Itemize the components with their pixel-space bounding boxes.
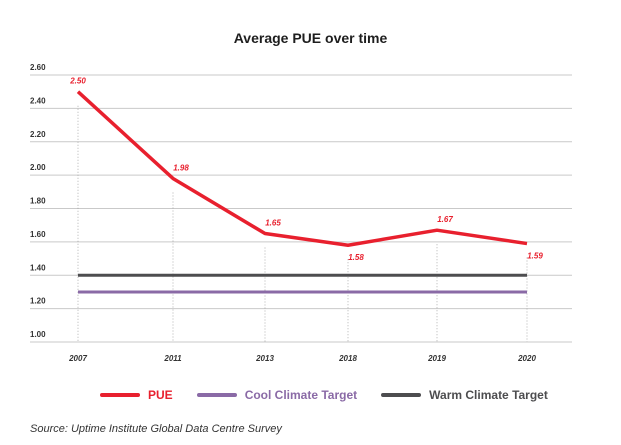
y-tick-label: 1.20 — [30, 297, 46, 306]
x-tick-label: 2018 — [338, 354, 357, 363]
legend-swatch-warm — [381, 393, 422, 397]
gridlines — [30, 74, 572, 343]
x-tick-label: 2007 — [68, 354, 87, 363]
x-axis-ticks: 2007 2011 2013 2018 2019 2020 — [68, 354, 536, 363]
series-lines — [76, 90, 528, 294]
data-label: 2.50 — [69, 77, 86, 86]
y-tick-label: 2.60 — [30, 63, 46, 72]
data-label: 1.98 — [173, 163, 189, 172]
legend: PUE Cool Climate Target Warm Climate Tar… — [100, 388, 572, 402]
data-label: 1.58 — [348, 253, 364, 262]
y-tick-label: 1.40 — [30, 263, 46, 272]
y-tick-label: 1.00 — [30, 330, 46, 339]
drop-lines — [77, 105, 528, 342]
legend-label-pue: PUE — [148, 388, 173, 402]
legend-label-warm: Warm Climate Target — [429, 388, 548, 402]
data-label: 1.59 — [527, 252, 543, 261]
legend-label-cool: Cool Climate Target — [244, 388, 358, 402]
source-note: Source: Uptime Institute Global Data Cen… — [30, 423, 282, 435]
y-axis-ticks: 2.60 2.40 2.20 2.00 1.80 1.60 1.40 1.20 1.00 — [30, 63, 46, 339]
y-tick-label: 2.20 — [30, 130, 46, 139]
x-tick-label: 2019 — [427, 354, 446, 363]
data-labels: 2.50 1.98 1.65 1.58 1.67 1.59 — [69, 77, 543, 263]
y-tick-label: 1.80 — [30, 197, 46, 206]
legend-item-warm: Warm Climate Target — [381, 388, 548, 402]
chart-title: Average PUE over time — [233, 30, 388, 46]
x-tick-label: 2020 — [517, 354, 536, 363]
data-label: 1.65 — [265, 219, 281, 228]
x-tick-label: 2011 — [163, 354, 182, 363]
legend-swatch-pue — [100, 393, 140, 397]
y-tick-label: 2.40 — [30, 96, 46, 105]
legend-item-cool: Cool Climate Target — [196, 388, 358, 402]
series-line-pue — [76, 90, 528, 247]
line-chart: 2.60 2.40 2.20 2.00 1.80 1.60 1.40 1.20 1.00 200… — [30, 63, 572, 363]
y-tick-label: 1.60 — [30, 230, 46, 239]
y-tick-label: 2.00 — [30, 163, 46, 172]
x-tick-label: 2013 — [255, 354, 274, 363]
legend-item-pue: PUE — [100, 388, 173, 402]
legend-swatch-cool — [196, 393, 237, 397]
data-label: 1.67 — [437, 215, 453, 224]
